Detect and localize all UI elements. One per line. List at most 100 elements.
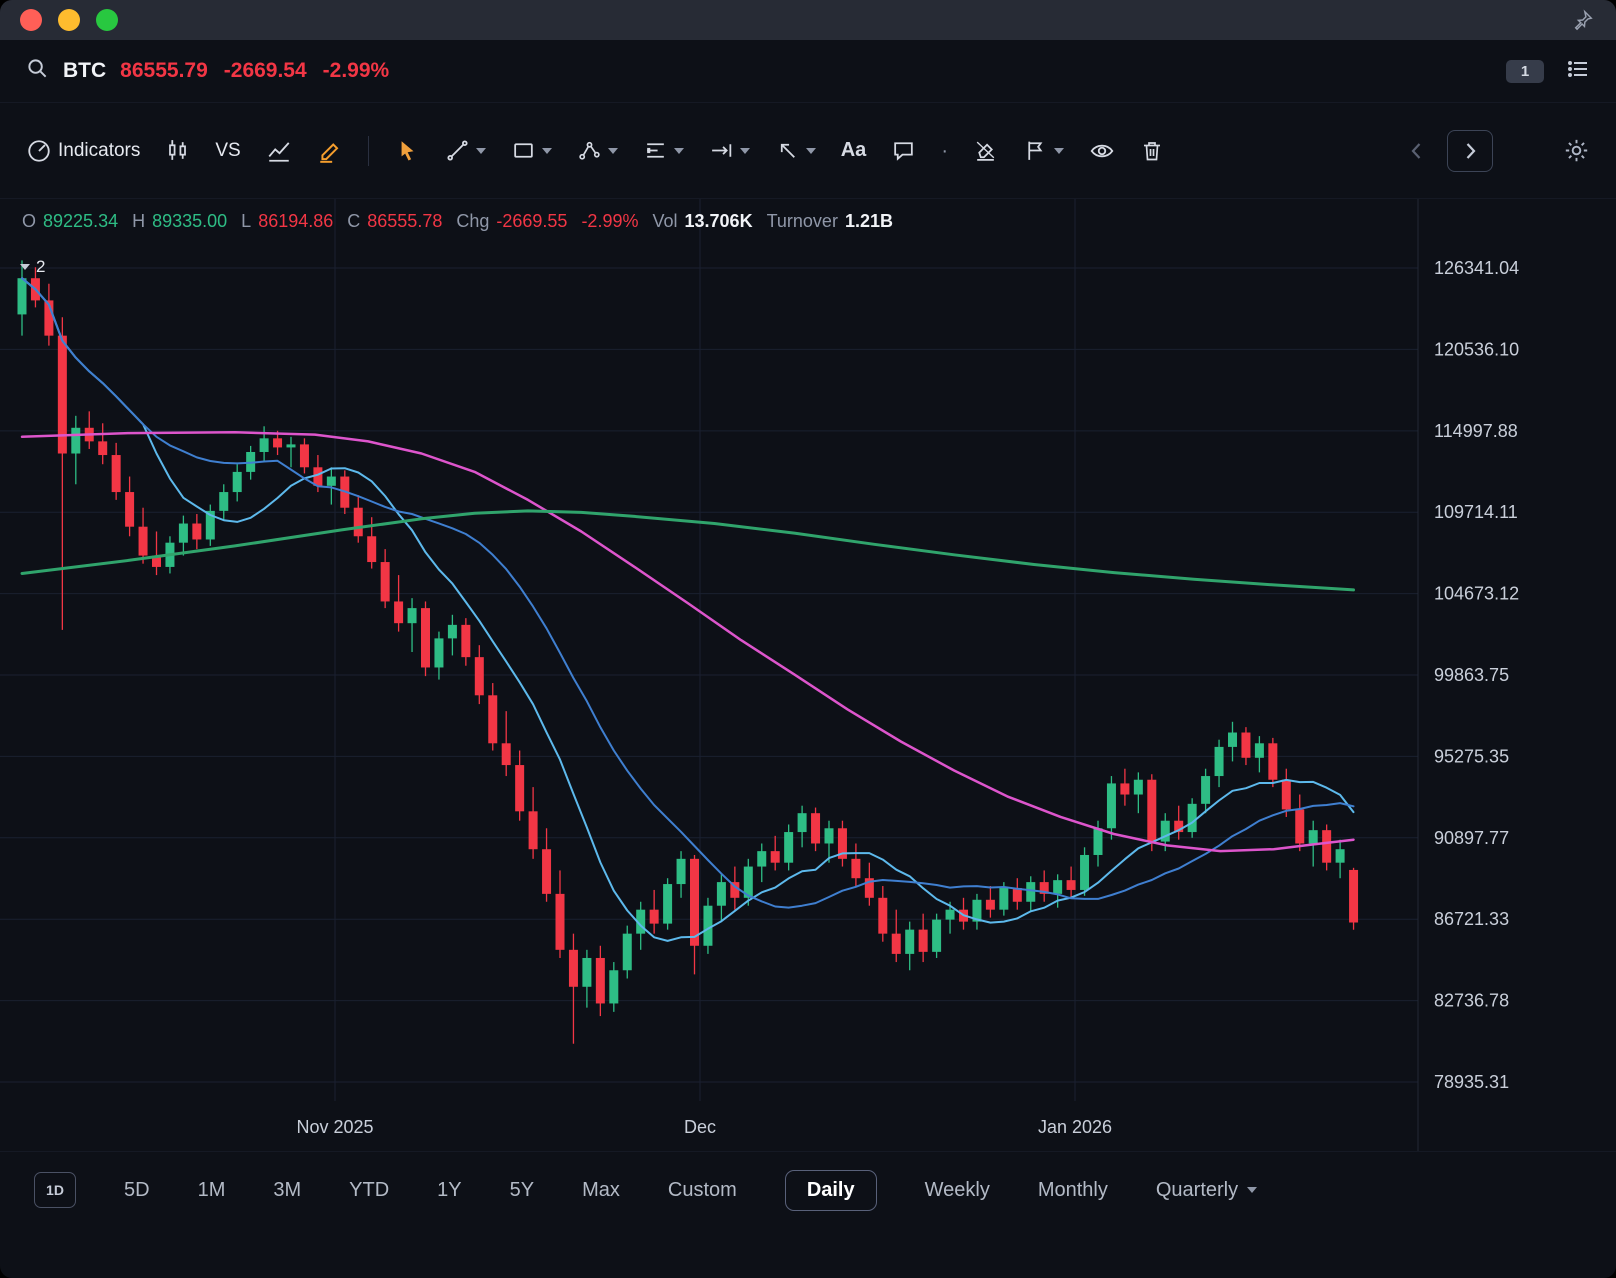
timeframe-ytd[interactable]: YTD — [349, 1178, 390, 1201]
open-value: 89225.34 — [43, 211, 119, 231]
svg-text:78935.31: 78935.31 — [1434, 1072, 1509, 1092]
svg-text:Nov 2025: Nov 2025 — [296, 1117, 373, 1137]
timeframe-weekly[interactable]: Weekly — [924, 1178, 990, 1201]
ohlc-readout: O 89225.34 H 89335.00 L 86194.86 C 86555.78 … — [22, 211, 893, 232]
horizontal-ray-tool[interactable] — [709, 138, 750, 163]
timeframe-monthly[interactable]: Monthly — [1037, 1178, 1108, 1201]
eye-icon — [1090, 144, 1114, 157]
quarterly-label: Quarterly — [1155, 1178, 1239, 1201]
arrow-up-left-icon — [780, 143, 795, 158]
indicators-button[interactable]: Indicators — [26, 138, 140, 164]
search-icon[interactable] — [26, 57, 49, 85]
interval-icon-button[interactable]: 1D — [34, 1172, 76, 1208]
chart-count-badge[interactable]: 1 — [1506, 59, 1544, 83]
open-label: O — [22, 211, 37, 231]
timeframe-max[interactable]: Max — [582, 1178, 620, 1201]
turnover-label: Turnover — [766, 211, 838, 231]
svg-text:120536.10: 120536.10 — [1434, 339, 1519, 359]
text-tool[interactable]: Aa — [841, 139, 867, 162]
close-label: C — [347, 211, 361, 231]
horizontal-ray-icon — [711, 144, 731, 157]
chart-settings-button[interactable] — [266, 138, 292, 164]
chevron-down-icon[interactable] — [673, 147, 684, 154]
waypoints-icon — [579, 141, 600, 160]
cursor-tool-button[interactable] — [394, 138, 420, 164]
watchlist-icon[interactable] — [1566, 57, 1590, 86]
price-levels-icon — [646, 143, 664, 158]
svg-text:90897.77: 90897.77 — [1434, 828, 1509, 848]
flag-tool[interactable] — [1023, 138, 1064, 163]
turnover-value: 1.21B — [844, 211, 893, 231]
symbol-name[interactable]: BTC — [63, 59, 107, 82]
indicators-label: Indicators — [58, 139, 141, 161]
candlestick-icon — [169, 140, 187, 160]
close-window-button[interactable] — [20, 9, 42, 31]
quote-bar: BTC 86555.79 -2669.54 -2.99% 1 — [0, 40, 1616, 103]
marker-pen-icon — [319, 142, 339, 163]
timeframe-1m[interactable]: 1M — [197, 1178, 226, 1201]
trend-line-icon — [447, 140, 468, 161]
settings-button[interactable] — [1563, 137, 1590, 164]
shape-tool[interactable] — [511, 138, 552, 163]
trend-line-tool[interactable] — [445, 138, 486, 163]
chevron-down-icon[interactable] — [1053, 147, 1064, 154]
line-chart-icon — [268, 141, 290, 162]
price-change-pct: -2.99% — [322, 59, 390, 82]
vol-value: 13.706K — [684, 211, 753, 231]
chevron-down-icon — [20, 264, 30, 270]
svg-text:Dec: Dec — [684, 1117, 716, 1137]
chevron-left-icon — [1411, 142, 1421, 159]
svg-text:82736.78: 82736.78 — [1434, 991, 1509, 1011]
timeframe-3m[interactable]: 3M — [273, 1178, 302, 1201]
svg-text:104673.12: 104673.12 — [1434, 584, 1519, 604]
chevron-down-icon[interactable] — [607, 147, 618, 154]
trash-icon — [1143, 141, 1160, 160]
timeframe-5d[interactable]: 5D — [124, 1178, 150, 1201]
delete-drawings-tool[interactable] — [1140, 139, 1164, 163]
chevron-right-icon — [1466, 142, 1476, 159]
waypoints-tool[interactable] — [577, 138, 618, 163]
zoom-window-button[interactable] — [96, 9, 118, 31]
timeframe-daily[interactable]: Daily — [784, 1169, 877, 1211]
pin-icon[interactable] — [1572, 9, 1594, 36]
flag-icon — [1028, 141, 1043, 160]
high-label: H — [132, 211, 146, 231]
comment-icon — [894, 142, 914, 161]
rectangle-icon — [514, 143, 533, 158]
marker-pen-button[interactable] — [317, 138, 343, 164]
chart-area[interactable]: 126341.04 120536.10 114997.88 109714.11 1046… — [0, 199, 1616, 1151]
toolbar-divider — [367, 135, 369, 166]
svg-text:95275.35: 95275.35 — [1434, 746, 1509, 766]
svg-text:109714.11: 109714.11 — [1434, 502, 1518, 522]
visibility-tool[interactable] — [1089, 138, 1115, 164]
high-value: 89335.00 — [152, 211, 228, 231]
chevron-down-icon[interactable] — [739, 147, 750, 154]
candlestick-style-button[interactable] — [165, 138, 190, 163]
prev-chart-button[interactable] — [1405, 139, 1429, 163]
timeframe-1y[interactable]: 1Y — [437, 1178, 462, 1201]
timeframe-5y[interactable]: 5Y — [509, 1178, 535, 1201]
indicator-group-toggle[interactable]: 2 — [20, 257, 45, 277]
price-change: -2669.54 — [223, 59, 307, 82]
minimize-window-button[interactable] — [58, 9, 80, 31]
timeframe-bar: 1D 5D 1M 3M YTD 1Y 5Y Max Custom Daily W… — [0, 1151, 1616, 1228]
comment-tool[interactable] — [891, 138, 916, 163]
price-levels-tool[interactable] — [643, 138, 684, 163]
eraser-tool[interactable] — [973, 138, 998, 163]
arrow-tool[interactable] — [775, 138, 816, 163]
timeframe-quarterly[interactable]: Quarterly — [1155, 1178, 1258, 1202]
svg-text:Jan 2026: Jan 2026 — [1038, 1117, 1112, 1137]
gear-icon — [1565, 139, 1588, 162]
chevron-down-icon[interactable] — [475, 147, 486, 154]
candlestick-chart[interactable]: 126341.04 120536.10 114997.88 109714.11 1046… — [0, 199, 1616, 1151]
gauge-icon — [28, 139, 50, 162]
low-label: L — [241, 211, 252, 231]
vol-label: Vol — [652, 211, 678, 231]
next-chart-button[interactable] — [1447, 129, 1493, 172]
chevron-down-icon — [1247, 1187, 1258, 1193]
chevron-down-icon[interactable] — [805, 147, 816, 154]
eraser-icon — [976, 141, 995, 161]
timeframe-custom[interactable]: Custom — [667, 1178, 737, 1201]
chevron-down-icon[interactable] — [541, 147, 552, 154]
compare-button[interactable]: VS — [215, 140, 240, 162]
